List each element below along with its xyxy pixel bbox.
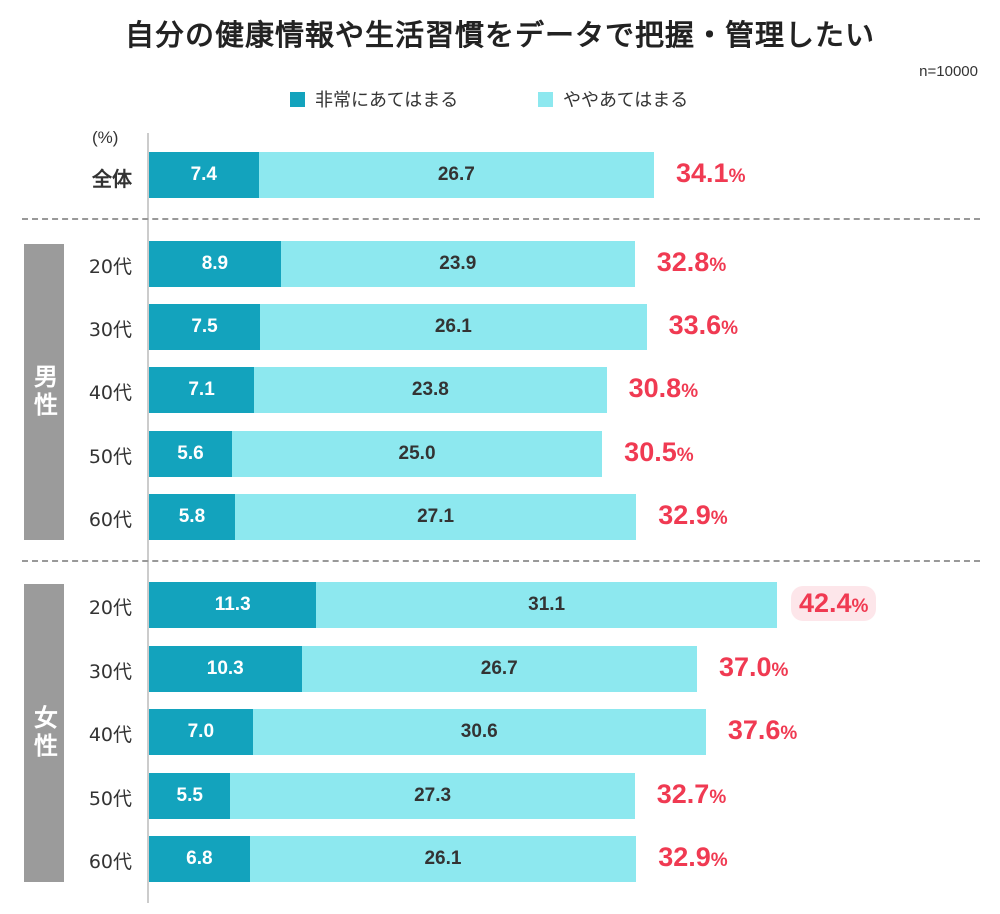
percent-sign: % (681, 381, 699, 402)
bar-segment-very: 7.0 (149, 709, 253, 755)
bar-segment-somewhat: 23.9 (280, 241, 635, 287)
bar-segment-somewhat: 27.3 (230, 773, 635, 819)
group-label-female: 女性 (24, 584, 64, 882)
bar-segment-very: 7.4 (149, 152, 259, 198)
bar-segment-somewhat: 26.1 (249, 836, 637, 882)
percent-sign: % (710, 508, 728, 529)
total-label: 32.8% (656, 247, 727, 277)
group-label-male: 男性 (24, 244, 64, 540)
row-label: 20代 (88, 256, 132, 278)
y-axis-line (147, 133, 149, 903)
row-label: 40代 (88, 724, 132, 746)
percent-sign: % (709, 255, 727, 276)
legend-swatch (538, 91, 553, 107)
bar-segment-very: 8.9 (149, 241, 281, 287)
row-label: 20代 (88, 597, 132, 619)
group-divider (22, 560, 980, 562)
row-label: 30代 (88, 319, 132, 341)
total-label: 32.7% (656, 779, 727, 809)
total-label: 42.4% (790, 586, 877, 621)
row-label: 60代 (88, 851, 132, 873)
row-label: 50代 (88, 788, 132, 810)
total-label: 32.9% (658, 500, 728, 530)
bar-segment-very: 7.1 (149, 367, 255, 413)
row-label: 30代 (88, 661, 132, 683)
bar-segment-very: 5.6 (149, 431, 232, 477)
row-label: 40代 (88, 382, 132, 404)
bar-segment-somewhat: 23.8 (254, 367, 607, 413)
percent-sign: % (780, 723, 798, 744)
bar-segment-very: 6.8 (149, 836, 250, 882)
total-label: 37.0% (718, 652, 789, 682)
bar-segment-somewhat: 26.7 (258, 152, 655, 198)
legend-label: ややあてはまる (563, 90, 689, 111)
percent-sign: % (851, 596, 869, 617)
chart-title: 自分の健康情報や生活習慣をデータで把握・管理したい (124, 18, 875, 52)
bar-segment-somewhat: 30.6 (252, 709, 706, 755)
bar-segment-very: 7.5 (149, 304, 261, 350)
total-label: 32.9% (658, 842, 728, 872)
legend-label: 非常にあてはまる (315, 90, 459, 111)
percent-sign: % (728, 166, 746, 187)
bar-segment-somewhat: 26.7 (301, 646, 697, 692)
percent-sign: % (676, 445, 694, 466)
bar-segment-very: 5.8 (149, 494, 235, 540)
percent-sign: % (709, 787, 727, 808)
legend-swatch (290, 91, 305, 107)
group-divider (22, 218, 980, 220)
legend-item-2: ややあてはまる (538, 86, 688, 112)
bar-segment-very: 10.3 (149, 646, 302, 692)
percent-sign: % (771, 660, 789, 681)
percent-sign: % (710, 850, 728, 871)
row-label: 50代 (88, 446, 132, 468)
legend-item-1: 非常にあてはまる (290, 86, 458, 112)
row-label: 全体 (92, 167, 132, 191)
row-label: 60代 (88, 509, 132, 531)
percent-sign: % (721, 318, 739, 339)
total-label: 30.5% (624, 437, 694, 467)
bar-segment-somewhat: 26.1 (260, 304, 647, 350)
sample-size: n=10000 (919, 63, 978, 80)
unit-label: (%) (92, 128, 119, 147)
total-label: 37.6% (727, 715, 798, 745)
bar-segment-very: 5.5 (149, 773, 231, 819)
bar-segment-very: 11.3 (149, 582, 317, 628)
total-label: 34.1% (676, 158, 746, 188)
bar-segment-somewhat: 31.1 (316, 582, 777, 628)
bar-segment-somewhat: 27.1 (234, 494, 637, 540)
total-label: 33.6% (668, 310, 739, 340)
total-label: 30.8% (628, 373, 699, 403)
bar-segment-somewhat: 25.0 (231, 431, 603, 477)
